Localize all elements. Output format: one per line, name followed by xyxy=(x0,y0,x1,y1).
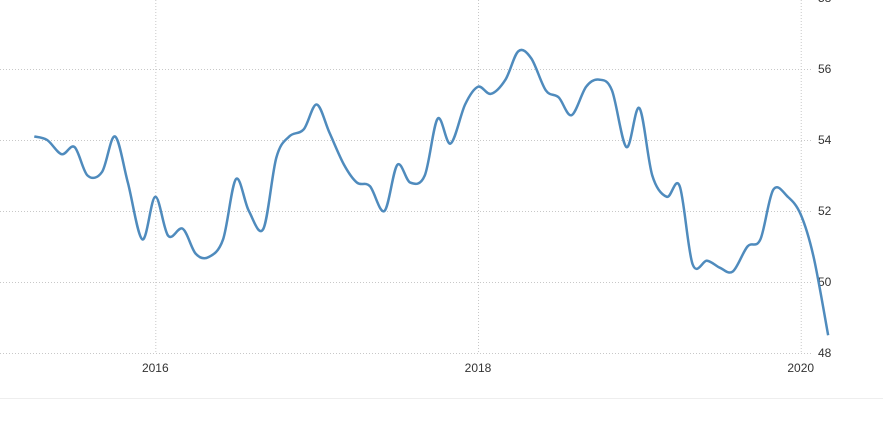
y-tick-label: 48 xyxy=(818,346,832,360)
x-tick-label: 2020 xyxy=(787,361,814,375)
x-tick-label: 2016 xyxy=(142,361,169,375)
y-tick-label: 50 xyxy=(818,275,832,289)
y-tick-label: 58 xyxy=(818,0,832,5)
y-tick-label: 56 xyxy=(818,62,832,76)
y-tick-label: 52 xyxy=(818,204,832,218)
x-tick-label: 2018 xyxy=(465,361,492,375)
y-tick-label: 54 xyxy=(818,133,832,147)
data-line xyxy=(33,48,830,336)
